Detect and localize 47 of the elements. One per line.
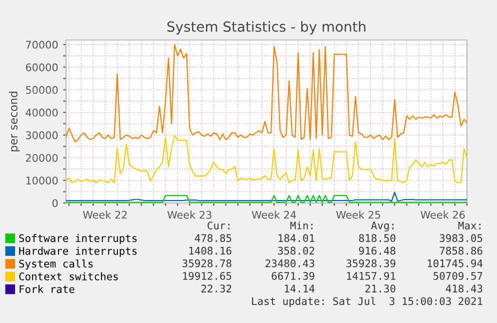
legend-label: Fork rate: [20, 285, 74, 294]
x-tick-label: Week 24: [252, 210, 296, 219]
text: 184.01: [278, 234, 314, 242]
text: 19912.65: [183, 272, 232, 280]
y-tick-label: 0: [52, 199, 58, 208]
text: 818.50: [359, 234, 396, 242]
line-series: [66, 134, 467, 184]
text: 35928.39: [346, 259, 396, 268]
legend-label: Context switches: [19, 272, 118, 280]
text: Last update: Sat Jul 3 15:00:03 2021: [252, 296, 482, 308]
text: 21.30: [365, 284, 396, 292]
text: 418.43: [446, 284, 482, 292]
text: 3983.05: [440, 234, 482, 242]
x-tick-label: Week 23: [167, 210, 212, 219]
text: 6671.39: [272, 272, 314, 280]
text: 35928.78: [182, 259, 232, 268]
y-tick-label: 60000: [26, 63, 58, 72]
text: 358.02: [278, 246, 314, 255]
text: 14.14: [284, 284, 315, 292]
text: 22.32: [201, 284, 232, 292]
line-series: [66, 44, 467, 142]
text: Cur:: [208, 222, 230, 230]
text: 101745.94: [428, 259, 483, 268]
text: 14157.91: [347, 272, 396, 280]
legend-label: Software interrupts: [19, 234, 137, 244]
text: Avg:: [371, 222, 394, 232]
y-tick-label: 70000: [26, 40, 58, 49]
y-tick-label: 10000: [26, 176, 58, 184]
y-tick-label: 50000: [26, 86, 58, 94]
text: Min:: [290, 221, 312, 230]
x-tick-label: Week 22: [82, 210, 127, 219]
text: 916.48: [359, 246, 396, 255]
legend-label: Hardware interrupts: [19, 246, 137, 257]
y-axis-title: per second: [8, 92, 20, 152]
text: Max:: [458, 222, 480, 230]
x-tick-label: Week 26: [420, 210, 465, 219]
legend-label: System calls: [19, 259, 93, 270]
text: 50709.57: [434, 272, 482, 280]
y-tick-label: 40000: [26, 108, 58, 117]
text: 1408.16: [189, 246, 232, 255]
text: 478.85: [194, 234, 232, 242]
chart-title: System Statistics - by month: [167, 21, 366, 35]
x-tick-label: Week 25: [336, 210, 380, 219]
y-tick-label: 20000: [26, 154, 58, 162]
y-tick-label: 30000: [26, 131, 58, 140]
text: 7858.86: [440, 246, 482, 255]
text: 23480.43: [266, 259, 314, 268]
